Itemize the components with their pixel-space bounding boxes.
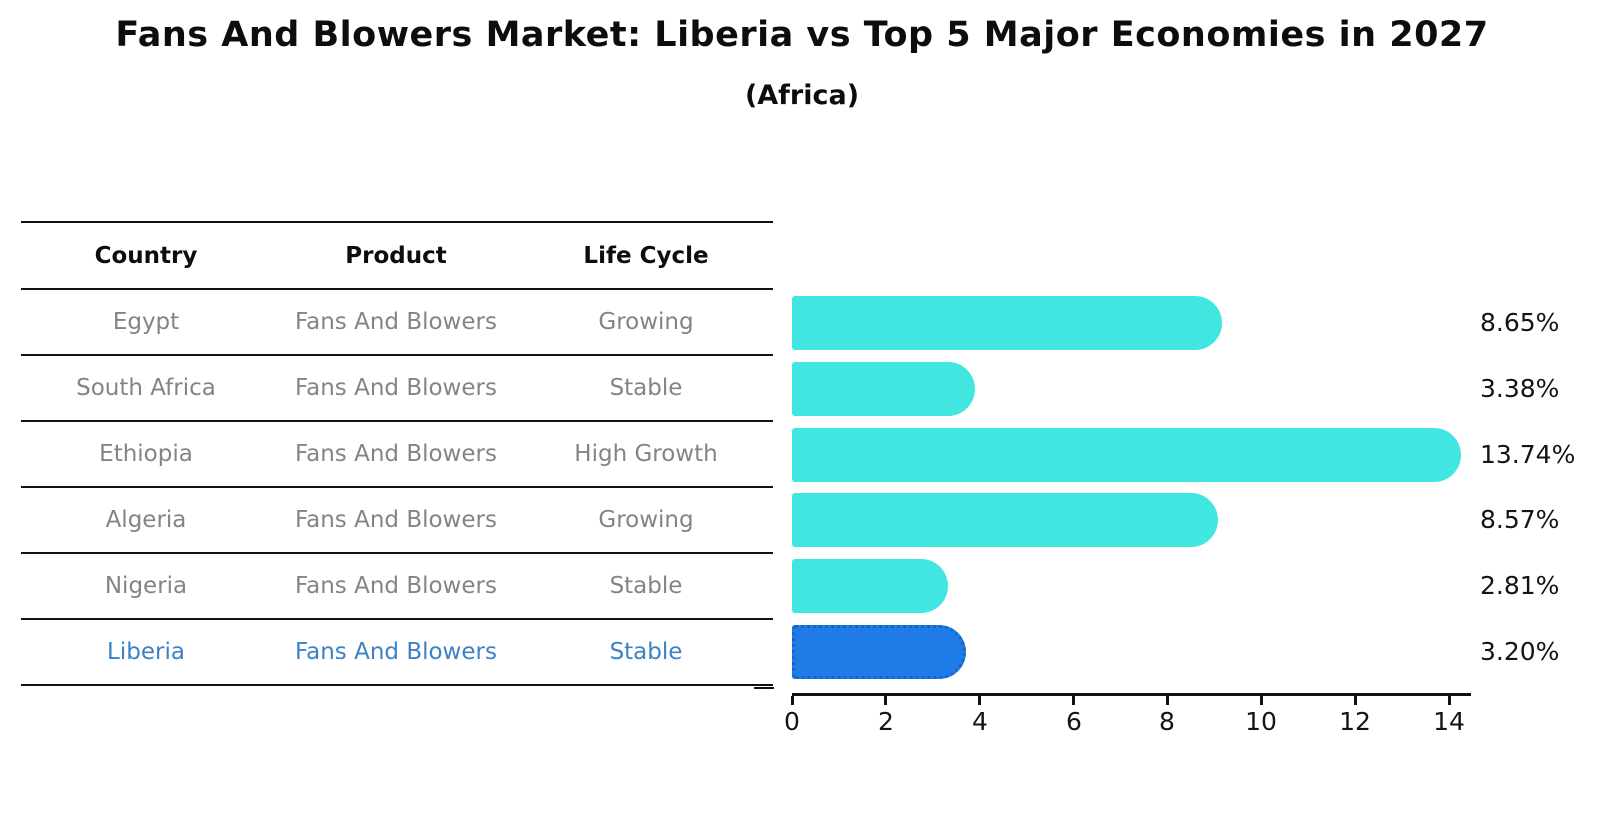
value-label-nigeria: 2.81% [1480,571,1560,600]
bar-nigeria [792,559,948,613]
table-row-liberia: Liberia Fans And Blowers Stable [21,620,773,686]
bar-egypt [792,296,1222,350]
table-row-south-africa: South Africa Fans And Blowers Stable [21,356,773,422]
x-tick-label-0: 0 [784,707,800,736]
cell-life-cycle: High Growth [574,441,718,467]
x-tick-label-8: 8 [1159,707,1175,736]
x-tick-label-2: 2 [878,707,894,736]
cell-country: Ethiopia [99,441,193,467]
x-tick-mark-0 [791,696,794,705]
x-tick-label-14: 14 [1433,707,1465,736]
cell-product: Fans And Blowers [295,573,497,599]
cell-product: Fans And Blowers [295,441,497,467]
column-header-life-cycle: Life Cycle [583,242,709,269]
x-tick-label-10: 10 [1245,707,1277,736]
cell-country: Egypt [112,309,180,335]
cell-product: Fans And Blowers [295,507,497,533]
table-header-row: Country Product Life Cycle [21,223,773,290]
x-tick-mark-10 [1260,696,1263,705]
value-label-liberia: 3.20% [1480,637,1560,666]
cell-life-cycle: Growing [598,507,694,533]
table-body: Egypt Fans And Blowers Growing South Africa… [21,290,773,686]
cell-product: Fans And Blowers [295,309,497,335]
country-table: Country Product Life Cycle Egypt Fans And… [21,221,773,686]
x-axis-line [792,693,1471,696]
x-tick-mark-6 [1072,696,1075,705]
x-tick-label-6: 6 [1066,707,1082,736]
x-tick-mark-12 [1354,696,1357,705]
cell-life-cycle: Growing [598,309,694,335]
y-axis-tick [754,687,774,689]
value-label-ethiopia: 13.74% [1480,440,1576,469]
bar-south-africa [792,362,975,416]
column-header-product: Product [345,242,447,269]
x-tick-mark-14 [1448,696,1451,705]
value-label-egypt: 8.65% [1480,308,1560,337]
chart-title: Fans And Blowers Market: Liberia vs Top … [115,15,1489,55]
table-row-ethiopia: Ethiopia Fans And Blowers High Growth [21,422,773,488]
chart-subtitle: (Africa) [744,80,860,111]
cell-product: Fans And Blowers [295,639,497,665]
table-row-nigeria: Nigeria Fans And Blowers Stable [21,554,773,620]
cell-country: Liberia [107,639,185,665]
cell-life-cycle: Stable [609,639,683,665]
cell-product: Fans And Blowers [295,375,497,401]
table-row-egypt: Egypt Fans And Blowers Growing [21,290,773,356]
x-tick-mark-2 [884,696,887,705]
x-tick-mark-4 [978,696,981,705]
cell-country: South Africa [76,375,216,401]
value-label-south-africa: 3.38% [1480,374,1560,403]
x-tick-label-4: 4 [972,707,988,736]
bar-liberia [792,625,966,679]
cell-life-cycle: Stable [609,375,683,401]
bar-ethiopia [792,428,1461,482]
table-row-algeria: Algeria Fans And Blowers Growing [21,488,773,554]
column-header-country: Country [94,242,198,269]
cell-country: Algeria [105,507,187,533]
x-tick-label-12: 12 [1339,707,1371,736]
x-tick-mark-8 [1166,696,1169,705]
cell-life-cycle: Stable [609,573,683,599]
cell-country: Nigeria [104,573,188,599]
value-label-algeria: 8.57% [1480,505,1560,534]
bar-algeria [792,493,1218,547]
